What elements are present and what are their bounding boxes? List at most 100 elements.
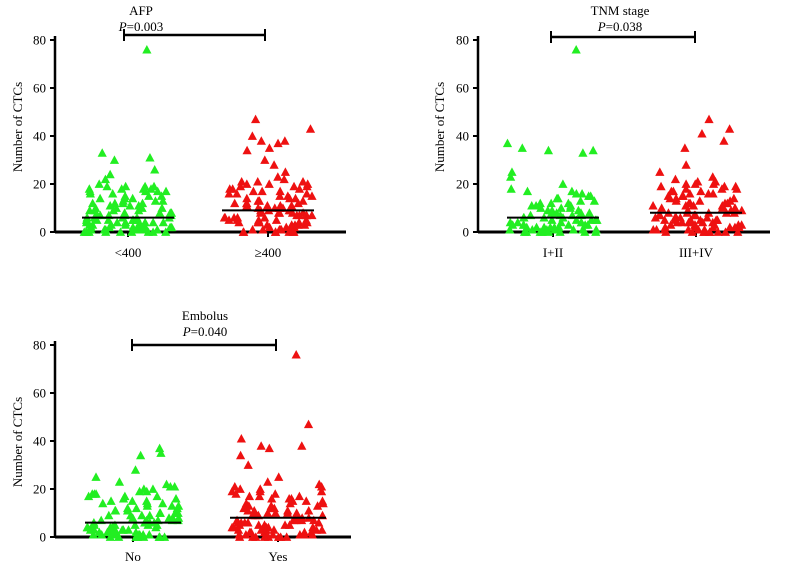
data-point [291, 515, 301, 525]
data-point [589, 196, 599, 205]
data-point [269, 160, 279, 169]
data-point [123, 525, 134, 534]
data-point [521, 227, 532, 236]
data-point [552, 193, 562, 203]
data-point [656, 181, 666, 191]
data-point [254, 196, 265, 205]
chart-title: TNM stage [591, 3, 650, 18]
data-point [268, 530, 278, 539]
data-point [567, 186, 577, 196]
data-point [505, 225, 515, 234]
data-point [161, 227, 171, 236]
data-point [661, 227, 671, 236]
data-point [536, 203, 546, 212]
data-point [302, 181, 312, 191]
data-point [725, 222, 735, 232]
data-point [235, 181, 246, 191]
y-axis-label: Number of CTCs [10, 397, 25, 487]
data-point [85, 189, 95, 198]
y-tick-label: 40 [33, 434, 46, 449]
data-point [155, 208, 165, 217]
data-point [522, 186, 533, 196]
data-point [556, 203, 566, 212]
data-point [571, 45, 581, 54]
data-point [316, 486, 327, 496]
chart-title: Embolus [182, 308, 228, 323]
y-tick-label: 80 [33, 33, 46, 48]
data-point [648, 201, 658, 210]
data-point [691, 210, 701, 220]
data-point [555, 227, 565, 236]
data-point [671, 196, 681, 205]
p-value-prefix: P [182, 324, 191, 339]
data-point [309, 515, 319, 525]
data-point [695, 196, 705, 205]
data-point [732, 184, 742, 193]
data-point [125, 201, 135, 210]
data-point [234, 217, 244, 227]
data-point [565, 203, 575, 212]
data-point [171, 494, 181, 503]
data-point [150, 196, 161, 205]
data-point [118, 198, 128, 208]
data-point [104, 510, 114, 520]
data-point [161, 186, 171, 196]
data-point [263, 508, 273, 517]
data-point [699, 227, 709, 236]
data-point [708, 179, 719, 188]
data-point [108, 189, 118, 198]
data-point [672, 217, 682, 227]
data-point [267, 494, 277, 503]
data-point [289, 181, 299, 191]
data-point [154, 532, 164, 541]
data-point [100, 174, 111, 184]
data-point [591, 227, 601, 236]
data-point [657, 203, 667, 212]
data-point [531, 201, 541, 210]
data-point [297, 441, 307, 450]
data-point [112, 217, 122, 227]
data-point [114, 532, 124, 541]
data-point [248, 532, 258, 541]
data-point [264, 179, 274, 188]
data-point [115, 227, 126, 236]
data-point [537, 227, 547, 236]
data-point [225, 184, 235, 193]
data-point [137, 510, 147, 520]
data-point [546, 198, 556, 208]
data-point [273, 138, 283, 148]
data-point [259, 527, 270, 537]
data-point [708, 222, 718, 232]
data-point [255, 486, 265, 496]
data-point [127, 227, 137, 236]
data-point [275, 186, 285, 196]
p-value-prefix: P [597, 19, 606, 34]
data-point [235, 484, 245, 493]
data-point [280, 167, 290, 176]
data-point [158, 498, 168, 508]
data-point [255, 208, 266, 217]
data-point [89, 525, 99, 534]
data-point [219, 213, 230, 222]
data-point [719, 136, 729, 145]
data-point [571, 215, 582, 224]
data-point [506, 184, 516, 193]
data-point [584, 208, 595, 217]
data-point [134, 205, 144, 215]
data-point [158, 217, 168, 227]
data-point [224, 189, 234, 198]
data-point [234, 520, 245, 529]
data-point [254, 491, 265, 501]
data-point [91, 489, 101, 498]
data-point [507, 167, 517, 176]
data-point [264, 443, 274, 453]
data-point [88, 530, 98, 539]
data-point [145, 153, 155, 162]
data-point [260, 155, 270, 164]
data-point [158, 196, 168, 205]
data-point [247, 225, 258, 234]
y-tick-label: 20 [33, 177, 46, 192]
data-point [304, 506, 314, 515]
data-point [650, 213, 661, 222]
